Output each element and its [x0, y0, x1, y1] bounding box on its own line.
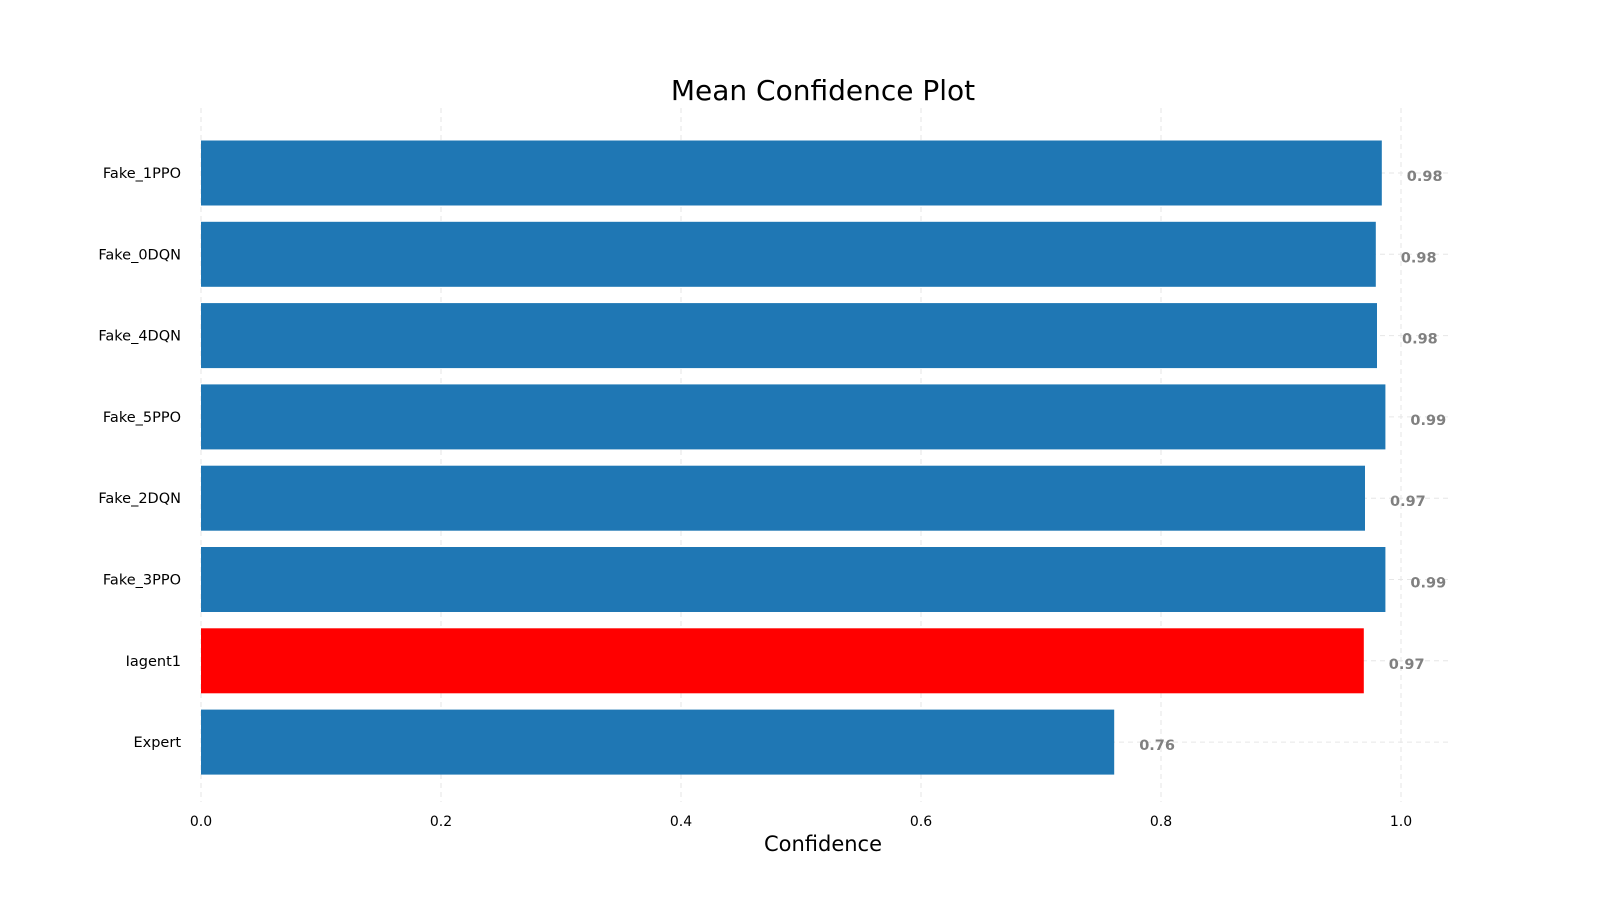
- value-label: 0.98: [1402, 332, 1438, 348]
- bar-fake-1ppo: [201, 140, 1382, 206]
- category-label: Iagent1: [126, 654, 181, 670]
- category-label: Expert: [133, 735, 181, 751]
- bar-fake-4dqn: [201, 303, 1377, 369]
- value-label: 0.76: [1139, 738, 1175, 754]
- x-tick-label: 0.4: [670, 814, 692, 830]
- x-tick-label: 0.6: [910, 814, 932, 830]
- category-label: Fake_4DQN: [98, 329, 181, 345]
- bar-fake-3ppo: [201, 547, 1386, 612]
- category-label: Fake_2DQN: [98, 491, 181, 507]
- x-tick-label: 0.2: [430, 814, 452, 830]
- bar-expert: [201, 709, 1115, 775]
- bar-layer: [201, 140, 1386, 775]
- bar-iagent1: [201, 628, 1364, 694]
- value-label: 0.98: [1401, 250, 1437, 266]
- x-axis-label: Confidence: [764, 832, 882, 856]
- value-label: 0.97: [1390, 494, 1426, 510]
- value-label: 0.98: [1407, 169, 1443, 185]
- x-tick-label: 0.8: [1150, 814, 1172, 830]
- x-tick-label: 1.0: [1390, 814, 1412, 830]
- x-tick-label: 0.0: [190, 814, 212, 830]
- bar-fake-2dqn: [201, 465, 1365, 531]
- label-layer: 0.0 0.2 0.4 0.6 0.8 1.0 Fake_1PPO 0.98 Fake_0DQN…: [98, 166, 1446, 830]
- category-label: Fake_0DQN: [98, 247, 181, 263]
- value-label: 0.99: [1410, 413, 1446, 429]
- category-label: Fake_1PPO: [103, 166, 181, 182]
- value-label: 0.97: [1389, 657, 1425, 673]
- bar-fake-5ppo: [201, 384, 1386, 450]
- value-label: 0.99: [1410, 576, 1446, 592]
- bar-fake-0dqn: [201, 221, 1376, 287]
- category-label: Fake_5PPO: [103, 410, 181, 426]
- chart-title: Mean Confidence Plot: [671, 74, 975, 107]
- category-label: Fake_3PPO: [103, 573, 181, 589]
